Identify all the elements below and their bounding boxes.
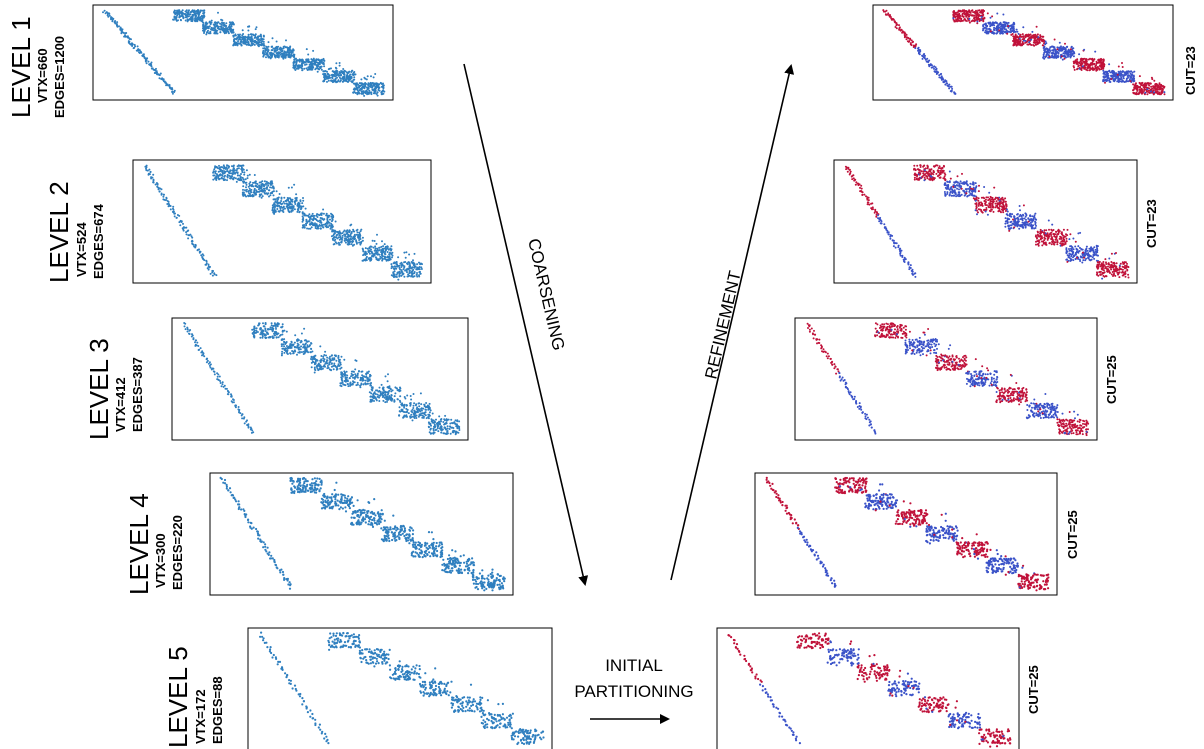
level-2-original: LEVEL 2 VTX=524 EDGES=674 <box>44 159 432 284</box>
initial-partitioning-line2: PARTITIONING <box>574 682 693 701</box>
level-3-matrix-frame <box>171 317 469 441</box>
level-1-cut: CUT=23 <box>1183 46 1198 95</box>
level-2-partition-frame <box>833 159 1138 284</box>
level-2-matrix-frame <box>132 159 432 284</box>
level-4-matrix-plot <box>219 476 506 592</box>
level-5-edges: EDGES=88 <box>210 676 225 744</box>
level-5-partition-frame <box>716 627 1020 749</box>
level-4-partition-plot <box>765 476 1050 592</box>
level-1-title: LEVEL 1 <box>6 16 36 118</box>
level-1-vtx: VTX=660 <box>35 48 50 103</box>
level-3-edges: EDGES=387 <box>130 357 145 432</box>
level-2-cut: CUT=23 <box>1144 199 1159 248</box>
refinement-label: REFINEMENT <box>701 269 744 381</box>
refinement-arrow <box>670 64 795 581</box>
coarsening-label: COARSENING <box>524 237 568 353</box>
level-2-partition-plot <box>844 164 1130 280</box>
level-2-matrix-plot <box>144 164 423 281</box>
level-1-original: LEVEL 1 VTX=660 EDGES=1200 <box>6 4 394 118</box>
level-5-partition-plot <box>727 632 1012 748</box>
level-5-original: LEVEL 5 VTX=172 EDGES=88 <box>163 627 553 749</box>
level-1-partition-plot <box>882 9 1166 96</box>
level-5-partitioned: CUT=25 <box>716 627 1041 749</box>
level-3-cut: CUT=25 <box>1104 355 1119 404</box>
initial-partitioning-line1: INITIAL <box>605 656 663 675</box>
level-1-partition-frame <box>872 4 1174 101</box>
level-4-title: LEVEL 4 <box>124 493 154 595</box>
coarsening-arrow <box>463 63 589 586</box>
level-1-edges: EDGES=1200 <box>52 36 67 118</box>
level-3-partition-frame <box>794 317 1098 441</box>
level-4-matrix-frame <box>209 472 514 596</box>
level-1-matrix-frame <box>92 4 394 101</box>
level-4-edges: EDGES=220 <box>170 515 185 590</box>
level-2-vtx: VTX=524 <box>74 222 89 277</box>
level-3-partition-plot <box>806 322 1090 437</box>
level-1-partitioned: CUT=23 <box>872 4 1198 101</box>
level-5-matrix-frame <box>247 627 553 749</box>
level-2-title: LEVEL 2 <box>44 181 74 283</box>
level-2-edges: EDGES=674 <box>91 203 106 279</box>
level-4-cut: CUT=25 <box>1065 510 1080 559</box>
level-2-partitioned: CUT=23 <box>833 159 1159 284</box>
level-5-cut: CUT=25 <box>1026 665 1041 714</box>
level-3-title: LEVEL 3 <box>84 338 114 440</box>
level-5-matrix-plot <box>259 631 545 746</box>
level-5-vtx: VTX=172 <box>193 689 208 744</box>
level-3-matrix-plot <box>183 322 461 436</box>
level-5-title: LEVEL 5 <box>163 646 193 748</box>
level-3-original: LEVEL 3 VTX=412 EDGES=387 <box>84 317 469 441</box>
level-4-original: LEVEL 4 VTX=300 EDGES=220 <box>124 472 514 596</box>
level-3-vtx: VTX=412 <box>113 377 128 432</box>
level-3-partitioned: CUT=25 <box>794 317 1119 441</box>
level-4-vtx: VTX=300 <box>153 533 168 588</box>
level-4-partitioned: CUT=25 <box>754 472 1080 596</box>
level-1-matrix-plot <box>102 9 386 97</box>
